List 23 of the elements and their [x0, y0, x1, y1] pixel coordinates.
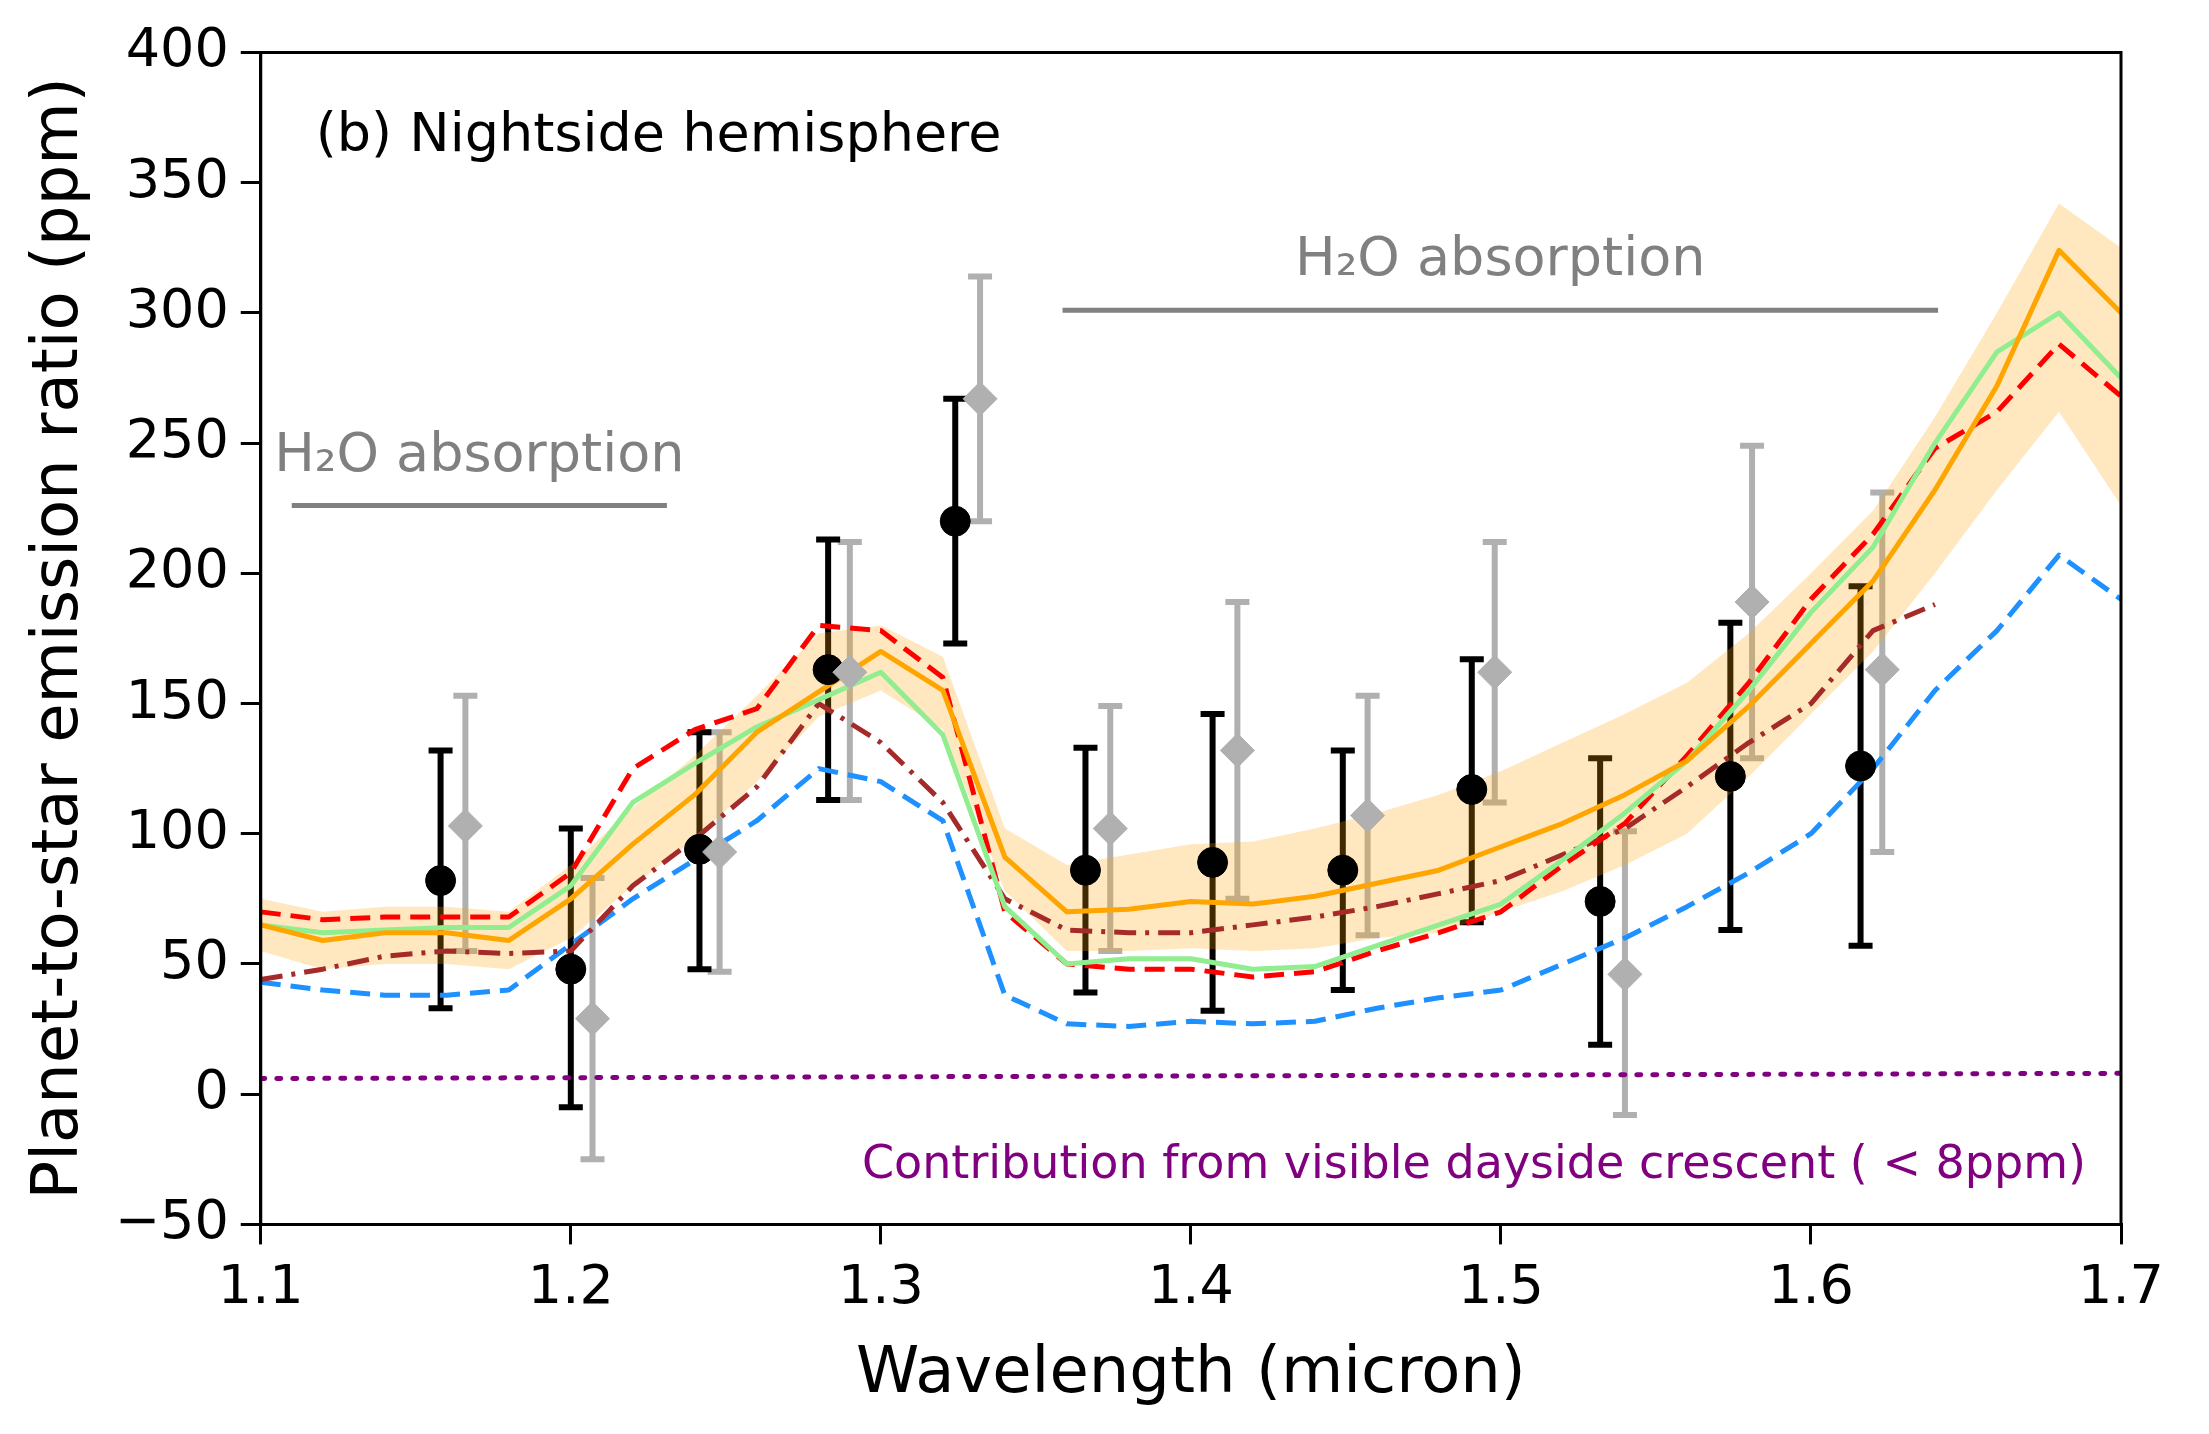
y-tick-label: 200 — [125, 537, 229, 601]
y-tick-label: 150 — [125, 667, 229, 731]
text: (b) Nightside hemisphere — [315, 101, 1002, 165]
y-tick-label: 0 — [194, 1058, 229, 1122]
y-axis-title: Planet-to-star emission ratio (ppm) — [18, 77, 93, 1200]
y-tick-label: 300 — [125, 276, 229, 340]
y-tick-label: 250 — [125, 407, 229, 471]
series-label: H₂O absorption — [1295, 225, 1706, 289]
series-label: H₂O absorption — [274, 420, 685, 484]
y-tick-label: 100 — [125, 797, 229, 861]
x-tick-label: 1.4 — [1147, 1252, 1234, 1316]
y-tick-label: 50 — [160, 927, 229, 991]
x-tick-label: 1.1 — [217, 1252, 304, 1316]
x-tick-label: 1.3 — [837, 1252, 924, 1316]
x-tick-label: 1.2 — [527, 1252, 614, 1316]
y-tick-label: 400 — [125, 16, 229, 80]
x-tick-label: 1.5 — [1457, 1252, 1544, 1316]
y-tick-label: −50 — [114, 1188, 229, 1252]
x-axis-title: Wavelength (micron) — [855, 1333, 1526, 1408]
y-tick-label: 350 — [125, 146, 229, 210]
x-tick-label: 1.6 — [1768, 1252, 1854, 1316]
x-tick-label: 1.7 — [2078, 1252, 2164, 1316]
annotation: Contribution from visible dayside crescent ( < 8ppm) — [861, 1134, 2086, 1189]
